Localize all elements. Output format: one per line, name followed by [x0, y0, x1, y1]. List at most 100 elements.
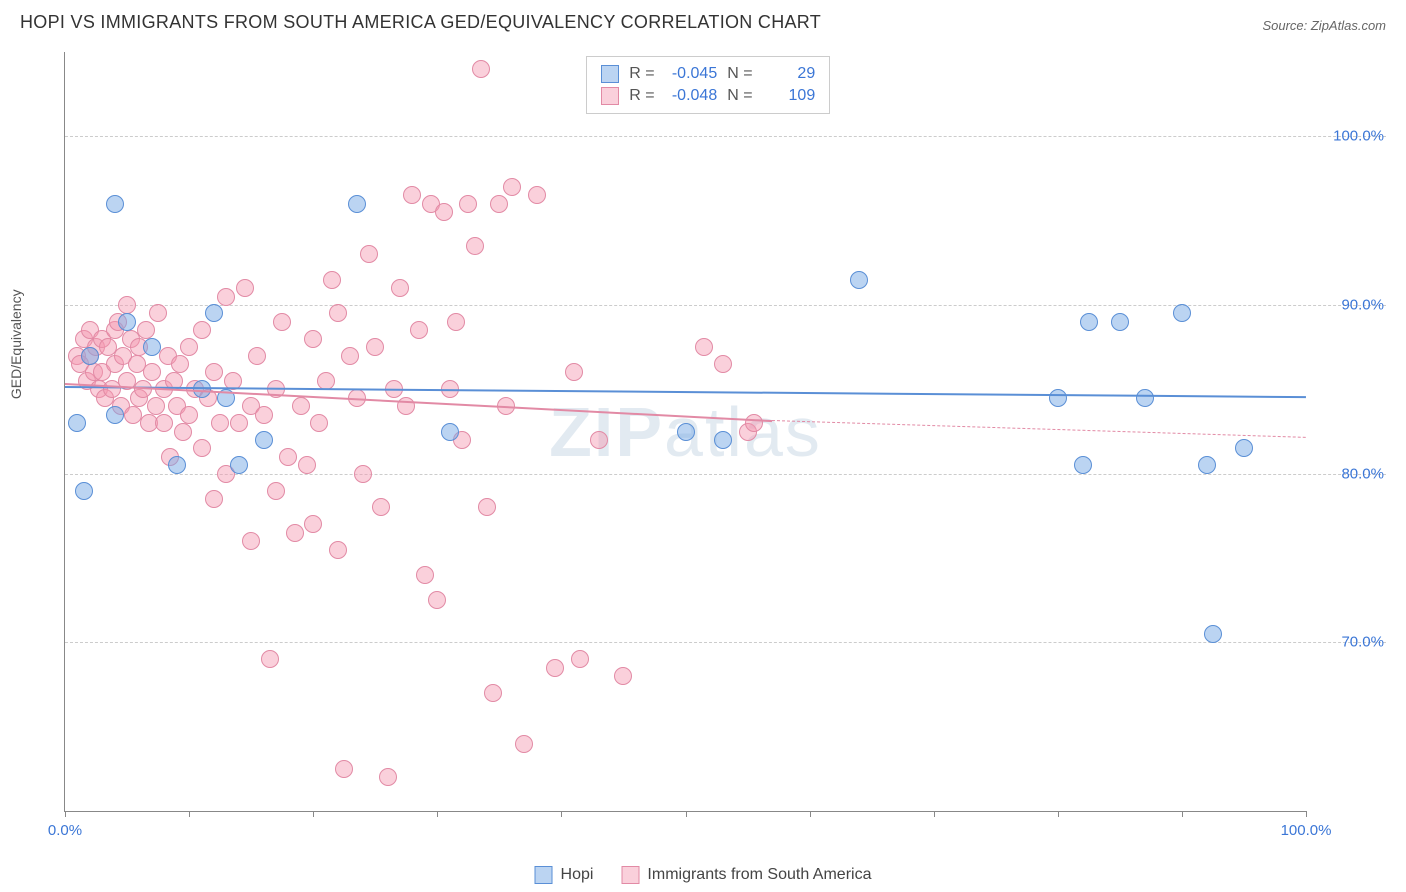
legend-label: Immigrants from South America	[647, 866, 871, 884]
hopi-point	[1198, 456, 1216, 474]
chart-source: Source: ZipAtlas.com	[1262, 18, 1386, 33]
immigrants-point	[515, 735, 533, 753]
immigrants-point	[447, 313, 465, 331]
hopi-point	[106, 406, 124, 424]
immigrants-point	[528, 186, 546, 204]
hopi-point	[441, 423, 459, 441]
hopi-point	[205, 304, 223, 322]
legend-label: Hopi	[561, 866, 594, 884]
hopi-point	[230, 456, 248, 474]
immigrants-point	[366, 338, 384, 356]
immigrants-point	[118, 296, 136, 314]
stat-r-label: R =	[629, 87, 657, 105]
stat-r-label: R =	[629, 65, 657, 83]
immigrants-point	[205, 363, 223, 381]
immigrants-point	[180, 338, 198, 356]
stat-n-label: N =	[727, 65, 755, 83]
immigrants-point	[503, 178, 521, 196]
immigrants-point	[171, 355, 189, 373]
immigrants-point	[341, 347, 359, 365]
hopi-point	[714, 431, 732, 449]
hopi-point	[118, 313, 136, 331]
immigrants-point	[335, 760, 353, 778]
immigrants-point	[410, 321, 428, 339]
immigrants-point	[143, 363, 161, 381]
immigrants-point	[466, 237, 484, 255]
x-axis-label: 100.0%	[1281, 822, 1332, 839]
x-tick	[686, 811, 687, 817]
immigrants-point	[478, 498, 496, 516]
x-tick	[437, 811, 438, 817]
immigrants-point	[590, 431, 608, 449]
stat-r-value: -0.048	[667, 87, 717, 105]
immigrants-point	[236, 279, 254, 297]
hopi-point	[168, 456, 186, 474]
immigrants-point	[329, 541, 347, 559]
immigrants-point	[279, 448, 297, 466]
stat-n-value: 109	[765, 87, 815, 105]
immigrants-point	[379, 768, 397, 786]
x-tick	[65, 811, 66, 817]
x-tick	[1058, 811, 1059, 817]
immigrants-point	[472, 60, 490, 78]
immigrants-point	[310, 414, 328, 432]
immigrants-point	[217, 288, 235, 306]
x-tick	[189, 811, 190, 817]
immigrants-point	[180, 406, 198, 424]
immigrants-point	[372, 498, 390, 516]
immigrants-point	[360, 245, 378, 263]
immigrants-point	[490, 195, 508, 213]
immigrants-point	[416, 566, 434, 584]
immigrants-point	[546, 659, 564, 677]
x-tick	[561, 811, 562, 817]
immigrants-point	[329, 304, 347, 322]
bottom-legend: Hopi Immigrants from South America	[535, 866, 872, 884]
x-tick	[1306, 811, 1307, 817]
hopi-point	[1049, 389, 1067, 407]
hopi-point	[143, 338, 161, 356]
immigrants-point	[255, 406, 273, 424]
x-tick	[313, 811, 314, 817]
hopi-point	[106, 195, 124, 213]
immigrants-point	[435, 203, 453, 221]
stat-n-value: 29	[765, 65, 815, 83]
immigrants-point	[155, 414, 173, 432]
hopi-point	[348, 195, 366, 213]
grid-line	[65, 474, 1386, 475]
immigrants-point	[571, 650, 589, 668]
immigrants-point	[354, 465, 372, 483]
chart-title: HOPI VS IMMIGRANTS FROM SOUTH AMERICA GE…	[20, 12, 821, 33]
legend-swatch	[601, 87, 619, 105]
hopi-point	[1136, 389, 1154, 407]
y-tick-label: 100.0%	[1314, 128, 1384, 145]
immigrants-point	[193, 321, 211, 339]
y-axis-title: GED/Equivalency	[8, 289, 24, 399]
immigrants-point	[428, 591, 446, 609]
hopi-point	[677, 423, 695, 441]
immigrants-point	[323, 271, 341, 289]
immigrants-point	[230, 414, 248, 432]
stat-box: R =-0.045N =29R =-0.048N =109	[586, 56, 830, 114]
hopi-point	[1204, 625, 1222, 643]
trend-line	[772, 420, 1306, 438]
x-tick	[934, 811, 935, 817]
x-tick	[1182, 811, 1183, 817]
stat-row: R =-0.045N =29	[601, 63, 815, 85]
immigrants-point	[147, 397, 165, 415]
immigrants-point	[193, 439, 211, 457]
immigrants-point	[205, 490, 223, 508]
hopi-point	[850, 271, 868, 289]
immigrants-point	[391, 279, 409, 297]
hopi-point	[75, 482, 93, 500]
immigrants-point	[565, 363, 583, 381]
immigrants-point	[304, 515, 322, 533]
immigrants-point	[484, 684, 502, 702]
immigrants-point	[174, 423, 192, 441]
grid-line	[65, 136, 1386, 137]
x-tick	[810, 811, 811, 817]
immigrants-point	[304, 330, 322, 348]
immigrants-point	[695, 338, 713, 356]
legend-swatch	[601, 65, 619, 83]
immigrants-point	[149, 304, 167, 322]
legend-item: Immigrants from South America	[621, 866, 871, 884]
